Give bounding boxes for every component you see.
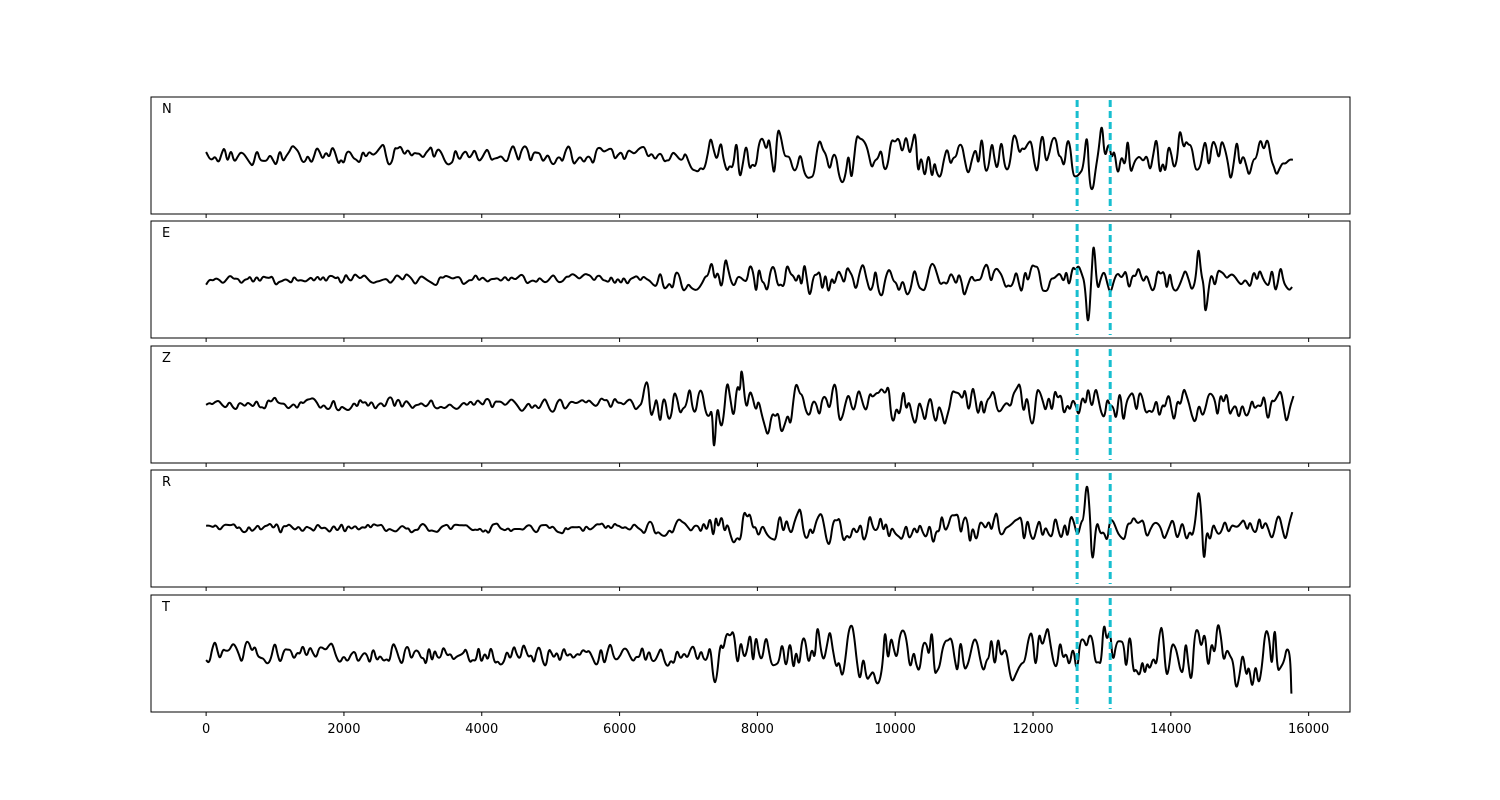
channel-label-e: E [162, 226, 170, 241]
channel-label-r: R [162, 475, 171, 490]
waveform-trace-e [205, 246, 1293, 322]
panel-frame [150, 469, 1351, 588]
panel-r: R [150, 469, 1351, 591]
x-tick-label: 16000 [1288, 722, 1329, 737]
panel-frame [150, 594, 1351, 713]
channel-label-n: N [162, 102, 172, 117]
panel-e: E [150, 220, 1351, 342]
panel-t: T [150, 594, 1351, 716]
panel-z: Z [150, 345, 1351, 467]
x-tick-label: 10000 [875, 722, 916, 737]
x-tick-label: 12000 [1012, 722, 1053, 737]
channel-label-z: Z [162, 351, 171, 366]
x-tick-label: 2000 [327, 722, 360, 737]
waveform-trace-t [205, 624, 1293, 694]
channel-label-t: T [161, 600, 170, 615]
x-tick-label: 14000 [1150, 722, 1191, 737]
panels-group: N E Z R T [150, 96, 1351, 716]
waveform-trace-n [205, 126, 1294, 191]
panel-frame [150, 96, 1351, 215]
x-tick-label: 8000 [741, 722, 774, 737]
panel-frame [150, 345, 1351, 464]
x-tick-label: 0 [202, 722, 210, 737]
x-tick-label: 4000 [465, 722, 498, 737]
x-axis: 0 2000 4000 6000 8000 10000 12000 14000 16000 [202, 722, 1329, 737]
panel-n: N [150, 96, 1351, 218]
waveform-trace-r [206, 485, 1294, 559]
panel-frame [150, 220, 1351, 339]
waveform-trace-z [205, 370, 1295, 447]
x-tick-label: 6000 [603, 722, 636, 737]
